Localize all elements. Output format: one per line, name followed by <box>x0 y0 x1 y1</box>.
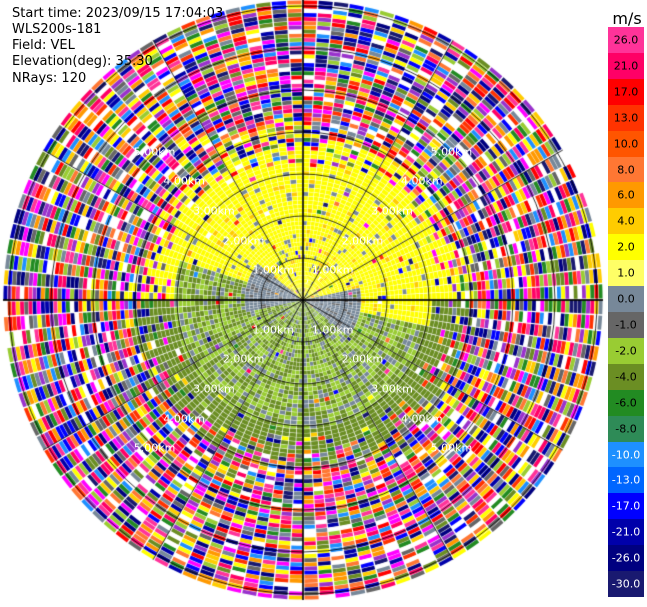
colorbar-tick-label: 6.0 <box>617 188 635 202</box>
colorbar-segment <box>608 545 644 572</box>
colorbar-segment <box>608 208 644 235</box>
colorbar-segment <box>608 27 644 54</box>
station-label: WLS200s-181 <box>12 22 102 37</box>
colorbar-tick-label: -2.0 <box>615 344 637 358</box>
colorbar-segment <box>608 104 644 132</box>
colorbar-segment <box>608 260 644 287</box>
colorbar-tick-label: -1.0 <box>615 318 637 332</box>
colorbar-tick-label: -30.0 <box>611 577 641 591</box>
range-ring-label: 3.00km <box>193 382 235 396</box>
range-ring-label: 2.00km <box>222 352 265 366</box>
range-ring-label: 3.00km <box>193 204 235 218</box>
range-ring-label: 5.00km <box>430 441 473 455</box>
range-ring-label: 5.00km <box>133 145 176 159</box>
colorbar-tick-label: 1.0 <box>617 266 635 280</box>
colorbar-tick-label: 26.0 <box>613 33 639 47</box>
range-ring-label: 1.00km <box>311 323 354 337</box>
range-ring-label: 4.00km <box>400 174 443 188</box>
range-ring-label: 2.00km <box>341 234 384 248</box>
colorbar-segment <box>608 52 644 80</box>
colorbar-tick-label: 21.0 <box>613 59 639 73</box>
colorbar-segment <box>608 389 644 417</box>
start-time-label: Start time: 2023/09/15 17:04:03 <box>12 6 224 21</box>
range-ring-label: 3.00km <box>371 204 413 218</box>
colorbar-segment <box>608 467 644 494</box>
range-ring-label: 2.00km <box>222 234 265 248</box>
colorbar-segment <box>608 286 644 313</box>
range-ring-label: 5.00km <box>133 441 176 455</box>
colorbar-tick-label: -13.0 <box>611 473 641 487</box>
colorbar-segment <box>608 493 644 520</box>
colorbar-tick-label: -21.0 <box>611 525 641 539</box>
colorbar-tick-label: 10.0 <box>613 137 639 151</box>
range-ring-label: 4.00km <box>400 412 443 426</box>
colorbar-segment <box>608 363 644 391</box>
colorbar-units: m/s <box>612 9 642 28</box>
colorbar-segment <box>608 156 644 183</box>
colorbar-tick-label: -17.0 <box>611 499 641 513</box>
colorbar-segment <box>608 519 644 546</box>
colorbar-segment <box>608 234 644 261</box>
range-ring-label: 4.00km <box>163 174 206 188</box>
range-ring-label: 3.00km <box>371 382 413 396</box>
colorbar-segment <box>608 312 644 339</box>
colorbar-tick-label: -26.0 <box>611 551 641 565</box>
range-ring-label: 1.00km <box>311 263 354 277</box>
colorbar-segment <box>608 415 644 443</box>
range-ring-label: 4.00km <box>163 412 206 426</box>
range-ring-label: 1.00km <box>252 263 295 277</box>
elevation-label: Elevation(deg): 35.30 <box>12 54 153 69</box>
field-label: Field: VEL <box>12 38 75 53</box>
colorbar-segment <box>608 337 644 365</box>
colorbar-tick-label: 13.0 <box>613 111 639 125</box>
colorbar-tick-label: 17.0 <box>613 85 639 99</box>
colorbar-tick-label: 8.0 <box>617 163 635 176</box>
colorbar-segment <box>608 182 644 209</box>
nrays-label: NRays: 120 <box>12 71 87 86</box>
colorbar-tick-label: -6.0 <box>615 396 637 410</box>
range-ring-label: 5.00km <box>430 145 473 159</box>
colorbar-segment <box>608 441 644 468</box>
colorbar-tick-label: 0.0 <box>617 292 635 306</box>
colorbar-tick-label: -8.0 <box>615 422 637 436</box>
colorbar-tick-label: 4.0 <box>617 214 635 228</box>
colorbar-tick-label: -4.0 <box>615 370 637 384</box>
range-ring-label: 1.00km <box>252 323 295 337</box>
range-ring-label: 2.00km <box>341 352 384 366</box>
colorbar-segment <box>608 130 644 158</box>
colorbar-tick-label: 2.0 <box>617 240 635 254</box>
colorbar-segment <box>608 78 644 106</box>
velocity-colorbar: 26.0 21.0 17.0 13.0 10.0 8.0 6.0 4.0 2.0 1.0 0.0 -1… <box>608 27 644 598</box>
colorbar-tick-label: -10.0 <box>611 448 641 461</box>
colorbar-segment <box>608 571 644 598</box>
